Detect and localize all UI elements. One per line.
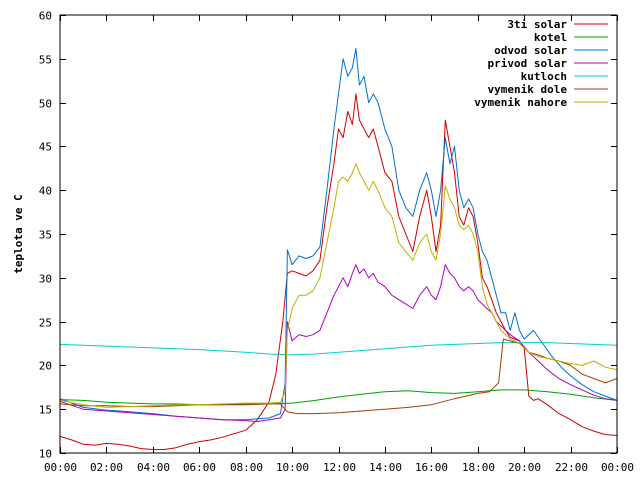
x-tick-label: 08:00: [230, 461, 263, 474]
x-tick-label: 00:00: [601, 461, 634, 474]
x-tick-label: 00:00: [44, 461, 77, 474]
legend-label: kutloch: [521, 70, 567, 83]
y-tick-label: 30: [39, 273, 52, 286]
series-line-vymenik-nahore: [59, 163, 618, 408]
series-line-vymenik-dole: [59, 338, 618, 415]
series-line-privod-solar: [59, 264, 618, 422]
plot-area: [59, 47, 618, 450]
x-tick-label: 06:00: [183, 461, 216, 474]
x-tick-label: 02:00: [90, 461, 123, 474]
y-tick-label: 50: [39, 98, 52, 111]
y-tick-label: 55: [39, 54, 52, 67]
series-line-3ti-solar: [59, 93, 618, 450]
legend-label: kotel: [534, 31, 567, 44]
x-tick-label: 20:00: [508, 461, 541, 474]
legend-label: vymenik dole: [488, 83, 568, 96]
y-tick-label: 35: [39, 229, 52, 242]
x-tick-label: 12:00: [323, 461, 356, 474]
y-tick-label: 15: [39, 404, 52, 417]
series-line-kotel: [59, 389, 618, 406]
x-tick-label: 10:00: [276, 461, 309, 474]
y-tick-label: 40: [39, 185, 52, 198]
legend-label: vymenik nahore: [474, 96, 567, 109]
series-line-odvod-solar: [59, 47, 618, 421]
axes: 10 15 20 25 30 35 40 45 50 55 60 00:00 02:00 04:00 06:…: [39, 10, 634, 475]
y-tick-label: 45: [39, 141, 52, 154]
x-tick-label: 18:00: [462, 461, 495, 474]
x-tick-label: 04:00: [137, 461, 170, 474]
legend-label: odvod solar: [494, 44, 567, 57]
y-axis-label: teplota ve C: [12, 194, 25, 273]
y-tick-label: 20: [39, 360, 52, 373]
x-tick-label: 14:00: [369, 461, 402, 474]
x-tick-label: 22:00: [555, 461, 588, 474]
legend-label: 3ti solar: [507, 18, 567, 31]
y-tick-label: 10: [39, 448, 52, 461]
x-tick-label: 16:00: [415, 461, 448, 474]
series-line-kutloch: [59, 342, 618, 356]
y-tick-label: 60: [39, 10, 52, 23]
legend-label: privod solar: [488, 57, 568, 70]
y-tick-label: 25: [39, 317, 52, 330]
